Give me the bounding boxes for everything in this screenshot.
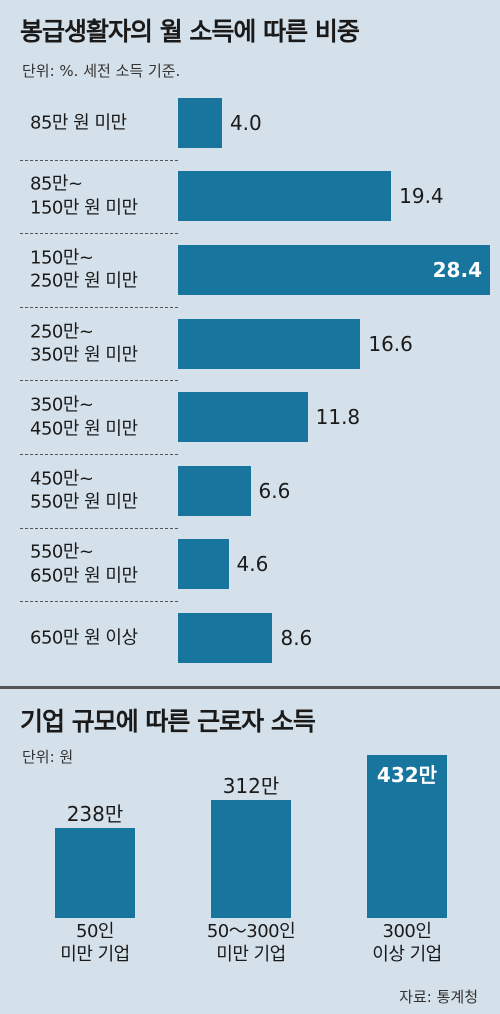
value-label: 312만 (222, 774, 280, 799)
row-divider (20, 233, 178, 235)
bar (178, 245, 490, 295)
bar (55, 828, 135, 918)
value-label: 16.6 (368, 331, 413, 356)
bar (211, 800, 291, 918)
bar (178, 97, 222, 148)
value-label: 8.6 (280, 626, 313, 650)
category-label: 550만~ 650만 원 미만 (30, 542, 138, 587)
bar (178, 318, 361, 369)
value-label: 6.6 (258, 478, 291, 503)
bar (178, 613, 273, 663)
chart-subtitle: 단위: %. 세전 소득 기준. (22, 62, 181, 80)
chart-subtitle: 단위: 원 (22, 748, 74, 766)
category-label: 650만 원 이상 (30, 627, 138, 649)
category-label: 50～300인 미만 기업 (206, 921, 296, 966)
category-label: 250만~ 350만 원 미만 (30, 321, 138, 366)
row-divider (20, 454, 178, 455)
bar (178, 465, 251, 516)
section-separator (0, 686, 500, 689)
chart-title: 봉급생활자의 월 소득에 따른 비중 (20, 17, 360, 46)
category-label: 450만~ 550만 원 미만 (30, 468, 138, 513)
row-divider (20, 601, 178, 603)
chart-title: 기업 규모에 따른 근로자 소득 (20, 707, 316, 736)
value-label: 432만 (376, 763, 438, 787)
row-divider (20, 380, 178, 382)
category-label: 300인 이상 기업 (372, 921, 442, 966)
value-label: 4.6 (236, 552, 269, 577)
value-label: 19.4 (399, 184, 444, 209)
row-divider (20, 306, 178, 308)
category-label: 350만~ 450만 원 미만 (30, 394, 138, 440)
category-label: 85만~ 150만 원 미만 (30, 174, 138, 219)
bar (178, 392, 308, 443)
row-divider (20, 159, 178, 161)
category-label: 85만 원 미만 (30, 112, 127, 134)
value-label: 4.0 (229, 110, 262, 135)
source: 자료: 통계청 (399, 988, 478, 1006)
row-divider (20, 527, 178, 529)
value-label: 28.4 (432, 258, 482, 282)
category-label: 150만~ 250만 원 미만 (30, 247, 138, 292)
bar (178, 171, 392, 222)
bar (178, 539, 229, 590)
value-label: 11.8 (315, 405, 361, 430)
value-label: 238만 (66, 802, 124, 827)
bar (367, 755, 447, 918)
category-label: 50인 미만 기업 (60, 921, 130, 966)
